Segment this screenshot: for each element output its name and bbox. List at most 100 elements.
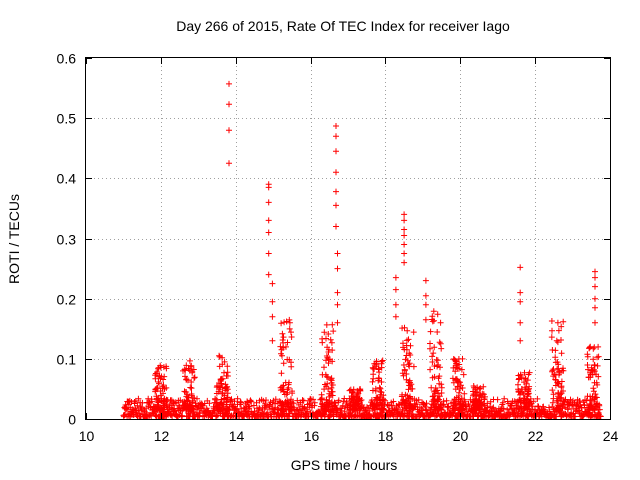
data-point: [328, 339, 335, 346]
data-point: [217, 376, 224, 383]
data-point: [216, 353, 223, 360]
data-point: [580, 413, 587, 420]
data-point: [554, 319, 561, 326]
data-point: [284, 339, 291, 346]
data-point: [526, 369, 533, 376]
data-point: [520, 397, 527, 404]
data-point: [517, 264, 524, 271]
data-point: [160, 382, 167, 389]
data-point: [429, 313, 436, 320]
data-point: [460, 371, 467, 378]
data-point: [333, 133, 339, 140]
data-point: [182, 367, 189, 374]
data-point: [163, 363, 170, 370]
data-point: [429, 353, 436, 360]
data-point: [405, 395, 412, 402]
data-point: [461, 390, 468, 397]
data-point: [305, 413, 312, 420]
data-point: [371, 400, 378, 407]
data-point: [438, 401, 445, 408]
data-point: [206, 400, 213, 407]
data-point: [263, 404, 269, 411]
data-point: [521, 369, 528, 376]
data-point: [595, 406, 602, 413]
x-tick-label: 10: [79, 428, 95, 444]
data-point: [324, 344, 331, 351]
y-tick-label: 0.1: [57, 352, 77, 368]
data-point: [334, 265, 341, 272]
data-point: [423, 400, 430, 407]
data-point: [369, 364, 376, 371]
data-point: [265, 199, 272, 206]
data-point: [415, 396, 422, 403]
data-point: [216, 352, 223, 359]
x-tick-label: 24: [603, 428, 619, 444]
data-point: [256, 404, 263, 411]
data-point: [517, 337, 524, 344]
data-point: [349, 390, 356, 396]
data-point: [321, 364, 327, 371]
data-point: [437, 319, 444, 326]
data-point: [584, 362, 591, 368]
data-point: [438, 381, 445, 388]
data-point: [350, 393, 357, 399]
data-point: [534, 395, 541, 402]
data-point: [553, 397, 560, 404]
data-point: [477, 399, 484, 406]
data-point: [183, 362, 190, 369]
data-point: [558, 394, 565, 401]
data-point: [179, 412, 186, 419]
data-point: [278, 350, 284, 357]
data-point: [517, 391, 523, 398]
data-point: [404, 357, 411, 364]
data-point: [452, 368, 459, 375]
data-point: [324, 404, 331, 411]
data-point: [453, 398, 459, 405]
data-point: [300, 397, 307, 404]
data-point: [407, 342, 414, 349]
data-point: [357, 404, 364, 411]
data-point: [524, 388, 531, 395]
data-point: [350, 399, 357, 406]
data-point: [277, 384, 284, 391]
data-point: [427, 366, 434, 373]
data-point: [450, 379, 457, 386]
data-point: [431, 373, 438, 380]
data-point: [587, 404, 594, 411]
data-point: [333, 123, 339, 129]
data-point: [280, 344, 286, 351]
data-point: [404, 327, 411, 334]
data-point: [286, 325, 293, 332]
data-point: [592, 304, 598, 311]
data-point: [375, 365, 382, 372]
data-point: [406, 382, 413, 389]
x-tick-label: 22: [528, 428, 544, 444]
data-point: [422, 403, 429, 410]
data-point: [521, 379, 527, 386]
y-axis-label: ROTI / TECUs: [6, 194, 22, 284]
data-point: [280, 388, 287, 395]
data-point: [516, 388, 522, 395]
data-point: [481, 396, 487, 403]
data-point: [288, 329, 294, 336]
data-point: [135, 395, 142, 402]
data-point: [157, 364, 164, 371]
data-point: [431, 388, 438, 395]
data-point: [161, 386, 168, 392]
data-point: [409, 406, 416, 413]
data-point: [500, 405, 507, 412]
data-point: [516, 375, 523, 382]
data-point: [318, 395, 325, 402]
data-point: [392, 301, 399, 308]
data-point: [548, 318, 555, 324]
data-point: [278, 370, 285, 377]
data-point: [323, 397, 330, 404]
data-point: [401, 226, 408, 233]
data-point: [246, 403, 253, 410]
data-point: [263, 397, 269, 404]
data-point: [553, 337, 560, 344]
data-point: [265, 229, 272, 236]
data-point: [550, 366, 557, 373]
data-point: [552, 359, 559, 366]
